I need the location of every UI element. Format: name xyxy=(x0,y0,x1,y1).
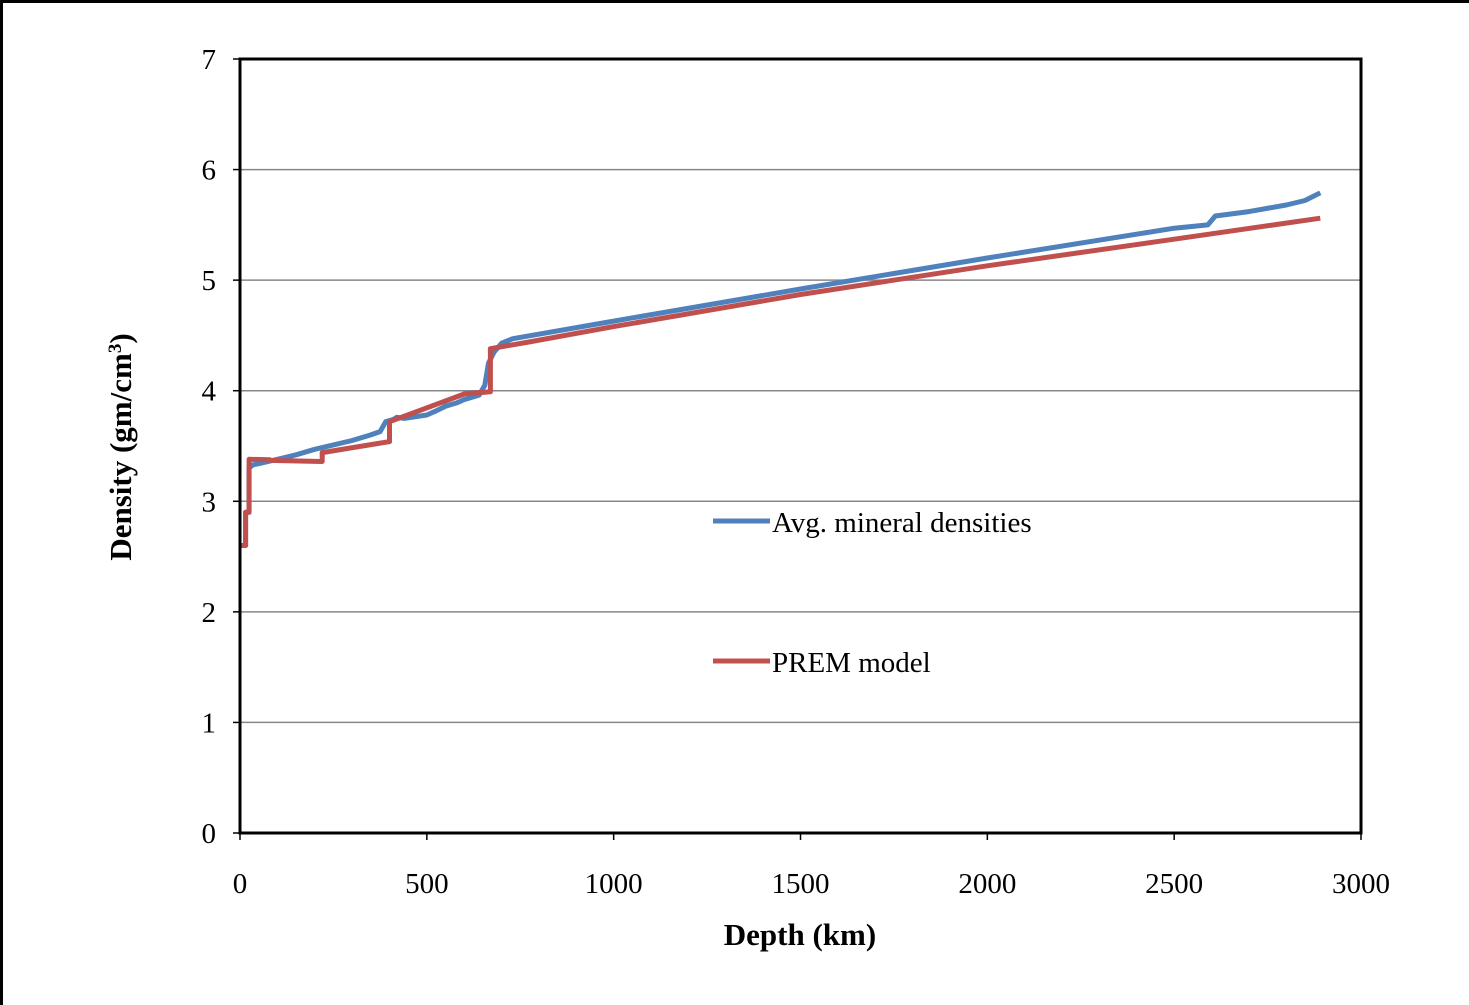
y-tick-label-1: 1 xyxy=(202,707,217,739)
y-axis-title-main: Density (gm/cm xyxy=(103,353,138,561)
y-axis-title: Density (gm/cm3) xyxy=(103,333,138,560)
y-tick-label-2: 2 xyxy=(202,597,217,629)
legend-label-prem-model: PREM model xyxy=(772,647,931,679)
y-axis-title-superscript: 3 xyxy=(105,344,126,354)
x-axis-title: Depth (km) xyxy=(724,917,876,952)
series-line-avg-mineral-densities xyxy=(240,190,1322,548)
y-tick-label-6: 6 xyxy=(202,155,217,187)
plot-area-border xyxy=(238,57,1363,835)
y-tick-label-3: 3 xyxy=(202,486,217,518)
y-tick-label-4: 4 xyxy=(202,376,217,408)
legend: Avg. mineral densities PREM model xyxy=(713,507,1032,679)
legend-label-avg-mineral-densities: Avg. mineral densities xyxy=(772,507,1032,539)
x-tick-label-2000: 2000 xyxy=(958,868,1016,900)
x-tick-label-1500: 1500 xyxy=(772,868,830,900)
y-tick-label-0: 0 xyxy=(202,818,217,850)
gridlines xyxy=(240,168,1361,724)
series-line-prem-model xyxy=(241,215,1321,548)
x-tick-label-3000: 3000 xyxy=(1332,868,1390,900)
x-tick-label-1000: 1000 xyxy=(585,868,643,900)
x-axis-ticks: 0 500 1000 1500 2000 2500 3000 xyxy=(233,833,1390,900)
y-axis-ticks: 0 1 2 3 4 5 6 7 xyxy=(202,44,240,850)
x-tick-label-2500: 2500 xyxy=(1145,868,1203,900)
y-tick-label-5: 5 xyxy=(202,265,217,297)
y-tick-label-7: 7 xyxy=(202,44,217,76)
series-lines xyxy=(240,190,1322,548)
x-tick-label-0: 0 xyxy=(233,868,248,900)
x-tick-label-500: 500 xyxy=(405,868,449,900)
y-axis-title-close: ) xyxy=(103,333,138,343)
